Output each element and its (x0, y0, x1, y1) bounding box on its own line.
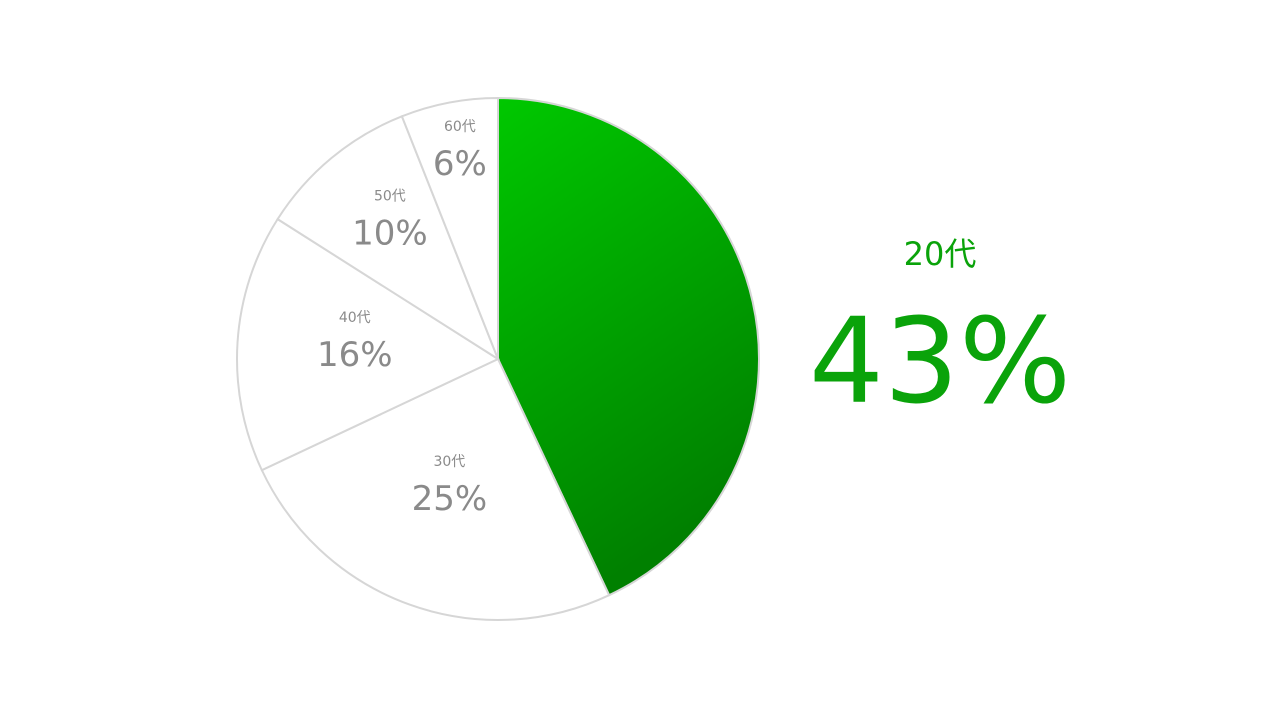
pie-slice-3 (236, 217, 501, 472)
slice-category-label-5: 60代 (444, 119, 476, 135)
slice-category-label-3: 40代 (339, 310, 371, 326)
pie-slice-1 (497, 96, 760, 597)
slice-value-label-3: 16% (317, 335, 393, 375)
slice-category-label-2: 30代 (433, 454, 465, 470)
pie-slice-2 (260, 357, 611, 621)
highlight-value: 43% (808, 292, 1072, 430)
slice-value-label-4: 10% (352, 213, 428, 253)
pie-slices (236, 96, 760, 621)
slice-value-label-2: 25% (412, 479, 488, 519)
slice-category-label-4: 50代 (374, 188, 406, 204)
pie-labels: 30代 25% 40代 16% 50代 10% 60代 6% (317, 119, 487, 519)
slice-value-label-5: 6% (433, 144, 487, 184)
pie-slice-5 (400, 96, 499, 360)
highlight-category: 20代 (903, 235, 977, 273)
pie-slice-4 (276, 115, 501, 362)
highlight-callout: 20代 43% (790, 230, 1090, 436)
